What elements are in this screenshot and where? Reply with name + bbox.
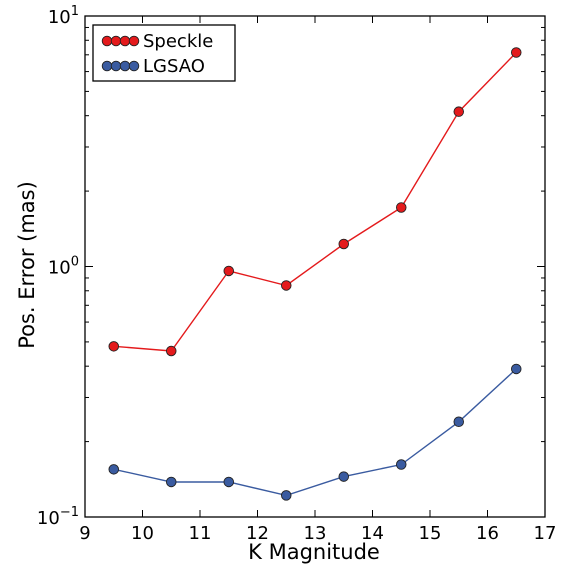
legend-box <box>92 24 236 82</box>
series-layer <box>108 47 522 501</box>
lgsao-legend-marker <box>110 60 122 72</box>
speckle-data-point <box>511 47 522 58</box>
x-axis-label: K Magnitude <box>248 540 380 564</box>
speckle-series-line <box>113 52 517 352</box>
x-tick-label: 10 <box>131 523 154 544</box>
lgsao-data-point <box>223 476 234 488</box>
lgsao-data-point <box>511 363 522 375</box>
speckle-legend-marker <box>119 35 131 47</box>
lgsao-data-point <box>453 416 465 428</box>
speckle-data-point <box>453 106 465 117</box>
speckle-legend-label: Speckle <box>143 31 213 52</box>
lgsao-data-point <box>281 490 292 501</box>
speckle-data-point <box>338 238 350 250</box>
lgsao-legend-label: LGSAO <box>143 56 205 77</box>
lgsao-legend-marker <box>119 60 131 72</box>
lgsao-data-point <box>396 459 407 470</box>
x-tick-label: 15 <box>419 523 442 544</box>
speckle-data-point <box>281 280 292 291</box>
lgsao-data-point <box>165 476 177 488</box>
speckle-data-point <box>223 265 234 277</box>
lgsao-legend-marker <box>128 60 140 72</box>
x-tick-label: 14 <box>361 523 384 544</box>
speckle-data-point <box>165 345 177 357</box>
speckle-data-point <box>396 202 407 213</box>
y-tick-label: 100 <box>48 255 79 279</box>
speckle-data-point <box>108 341 119 352</box>
lgsao-legend-marker <box>101 60 113 72</box>
speckle-legend-marker <box>110 35 122 47</box>
x-tick-label: 16 <box>476 523 499 544</box>
x-tick-label: 12 <box>246 523 269 544</box>
plot-frame <box>84 15 546 518</box>
x-tick-label: 9 <box>79 523 90 544</box>
lgsao-data-point <box>338 471 350 482</box>
y-tick-label: 101 <box>48 4 79 28</box>
x-tick-label: 17 <box>534 523 557 544</box>
lgsao-series-line <box>113 368 517 497</box>
x-tick-label: 11 <box>189 523 212 544</box>
speckle-legend-marker <box>128 35 140 47</box>
y-axis-label: Pos. Error (mas) <box>15 181 39 349</box>
axes: 9 10 11 12 13 14 15 16 17 10−1 100 101 <box>37 4 557 544</box>
y-tick-label: 10−1 <box>37 505 79 529</box>
lgsao-data-point <box>108 464 119 475</box>
x-tick-label: 13 <box>304 523 327 544</box>
speckle-legend-marker <box>101 35 113 47</box>
legend: Speckle LGSAO <box>92 24 236 82</box>
